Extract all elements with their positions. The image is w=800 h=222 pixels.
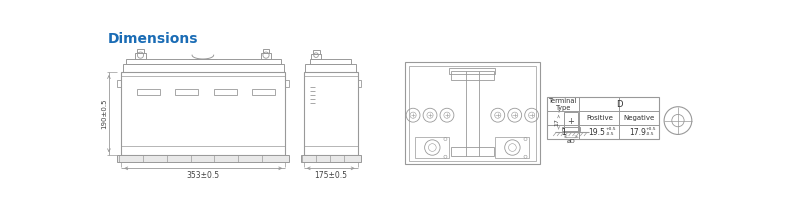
Bar — [135, 53, 146, 59]
Bar — [126, 59, 281, 64]
Bar — [358, 80, 362, 87]
Bar — [137, 89, 160, 95]
Text: 353±0.5: 353±0.5 — [186, 171, 219, 180]
Bar — [138, 49, 143, 53]
Bar — [175, 89, 198, 95]
Bar — [252, 89, 275, 95]
Bar — [263, 49, 269, 53]
Bar — [410, 66, 536, 161]
Text: Positive: Positive — [586, 115, 613, 121]
Bar — [310, 59, 351, 64]
Bar — [118, 80, 122, 87]
Bar — [451, 71, 494, 80]
Bar — [306, 64, 356, 72]
Bar — [406, 62, 540, 165]
Bar — [451, 147, 494, 156]
Text: +: + — [567, 117, 574, 126]
Bar — [564, 112, 578, 132]
Text: 19.5: 19.5 — [589, 128, 606, 137]
Bar — [415, 137, 450, 158]
Bar — [118, 155, 289, 162]
Bar — [495, 137, 530, 158]
Bar — [214, 89, 237, 95]
Text: 17.9: 17.9 — [629, 128, 646, 137]
Bar — [562, 127, 580, 131]
Text: +0.5
-0.5: +0.5 -0.5 — [646, 127, 656, 135]
Text: 17: 17 — [554, 118, 559, 126]
Bar — [261, 53, 271, 59]
Bar — [286, 80, 289, 87]
Bar — [450, 68, 495, 74]
Text: 190±0.5: 190±0.5 — [102, 98, 107, 129]
Bar — [311, 54, 322, 59]
Bar — [304, 72, 358, 155]
Bar — [313, 50, 320, 54]
Text: 1: 1 — [561, 128, 566, 137]
Text: øD: øD — [566, 139, 575, 144]
Text: +0.5
-0.5: +0.5 -0.5 — [606, 127, 616, 135]
Bar — [122, 64, 284, 72]
Text: D: D — [616, 100, 622, 109]
Text: Terminal
Type: Terminal Type — [549, 98, 578, 111]
Bar — [122, 72, 286, 155]
Text: 175±0.5: 175±0.5 — [314, 171, 347, 180]
Bar — [547, 97, 659, 139]
Text: Dimensions: Dimensions — [108, 32, 198, 46]
Bar — [301, 155, 361, 162]
Text: Negative: Negative — [624, 115, 655, 121]
